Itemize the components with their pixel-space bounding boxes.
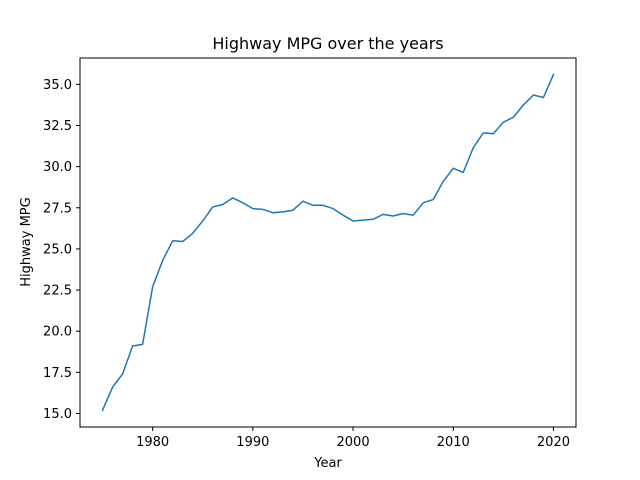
y-tick-label: 27.5	[43, 201, 72, 216]
chart-title: Highway MPG over the years	[212, 34, 443, 53]
x-axis-label: Year	[313, 456, 342, 471]
plot-area: 1980 1990 2000 2010 2020 15.0 17.5 20.0 22.5 25.0…	[43, 57, 577, 450]
y-tick-label: 35.0	[43, 78, 72, 93]
y-axis-label: Highway MPG	[19, 197, 34, 286]
y-tick-label: 25.0	[43, 242, 72, 257]
series-line-0	[101, 73, 555, 412]
y-tick-label: 17.5	[43, 366, 72, 381]
y-tick-label: 15.0	[43, 407, 72, 422]
x-tick-label: 2010	[437, 435, 470, 450]
plot-frame	[79, 57, 577, 428]
x-tick-label: 1990	[236, 435, 269, 450]
y-tick-label: 32.5	[43, 119, 72, 134]
x-tick-label: 2000	[337, 435, 370, 450]
y-tick-label: 30.0	[43, 160, 72, 175]
y-tick-label: 20.0	[43, 325, 72, 340]
y-tick-label: 22.5	[43, 284, 72, 299]
x-tick-label: 2020	[537, 435, 570, 450]
x-tick-label: 1980	[136, 435, 169, 450]
